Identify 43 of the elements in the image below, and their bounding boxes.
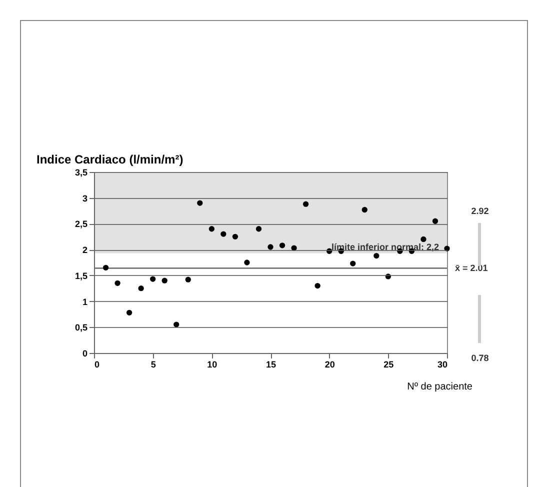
y-axis-title: Indice Cardiaco (l/min/m²) [36,152,184,166]
y-tick-label: 0 [82,348,88,358]
x-tick-label: 5 [150,360,156,370]
x-axis-title: Nº de paciente [407,382,473,392]
point [114,280,120,286]
y-tick-label: 1,5 [74,270,88,281]
x-tick-label: 25 [384,360,394,370]
x-tick-label: 20 [324,360,335,370]
point [150,276,156,282]
y-tick-label: 2,5 [74,219,88,230]
point [232,234,238,240]
text: x̄ = 2.01 [455,263,488,273]
point [174,322,180,328]
point [279,242,286,248]
point [102,264,109,270]
point [432,218,438,224]
point [197,200,203,206]
x-tick-label: 15 [266,360,276,370]
point [268,244,274,250]
y-tick-label: 2 [82,245,88,256]
y-tick-label: 3 [82,193,88,204]
x-tick-label: 10 [207,360,218,370]
text: 0.78 [471,353,489,363]
point [420,236,426,242]
point [138,286,144,292]
y-tick-label: 1 [82,296,88,307]
point [220,231,226,237]
point [208,226,214,232]
point [302,201,309,207]
point [314,282,320,289]
point [126,310,132,316]
point [256,226,262,232]
y-tick-label: 3,5 [74,168,88,178]
point [162,278,168,284]
x-tick-label: 0 [94,360,100,370]
y-tick-label: 0,5 [74,322,88,333]
text: 2.92 [471,206,489,216]
point [244,260,250,266]
point [350,260,356,266]
point [374,252,380,259]
point [362,206,368,213]
point [185,276,191,282]
x-tick-label: 30 [437,360,448,370]
